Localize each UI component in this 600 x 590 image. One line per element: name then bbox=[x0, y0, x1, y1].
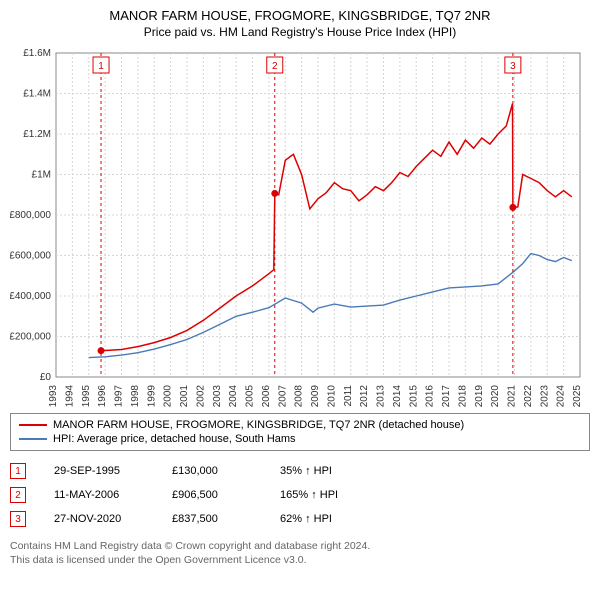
svg-text:£600,000: £600,000 bbox=[10, 251, 51, 262]
svg-text:2: 2 bbox=[272, 61, 278, 72]
svg-text:2019: 2019 bbox=[474, 385, 485, 407]
svg-text:2003: 2003 bbox=[212, 385, 223, 407]
svg-text:2006: 2006 bbox=[261, 385, 272, 407]
event-hpi-1: 35% ↑ HPI bbox=[280, 465, 370, 477]
svg-text:2012: 2012 bbox=[359, 385, 370, 407]
legend-swatch-2 bbox=[19, 438, 47, 440]
legend: MANOR FARM HOUSE, FROGMORE, KINGSBRIDGE,… bbox=[10, 413, 590, 451]
svg-text:2022: 2022 bbox=[523, 385, 534, 407]
svg-text:1: 1 bbox=[98, 61, 104, 72]
event-table: 1 29-SEP-1995 £130,000 35% ↑ HPI 2 11-MA… bbox=[10, 459, 590, 531]
svg-text:2023: 2023 bbox=[539, 385, 550, 407]
chart-subtitle: Price paid vs. HM Land Registry's House … bbox=[10, 25, 590, 39]
svg-text:2007: 2007 bbox=[277, 385, 288, 407]
svg-text:£0: £0 bbox=[40, 372, 52, 383]
event-hpi-2: 165% ↑ HPI bbox=[280, 489, 370, 501]
svg-text:1995: 1995 bbox=[81, 385, 92, 407]
svg-text:2018: 2018 bbox=[457, 385, 468, 407]
svg-text:2008: 2008 bbox=[294, 385, 305, 407]
svg-text:2014: 2014 bbox=[392, 385, 403, 407]
svg-text:2009: 2009 bbox=[310, 385, 321, 407]
svg-text:1997: 1997 bbox=[114, 385, 125, 407]
legend-label-2: HPI: Average price, detached house, Sout… bbox=[53, 433, 296, 445]
event-date-1: 29-SEP-1995 bbox=[54, 465, 144, 477]
legend-row-2: HPI: Average price, detached house, Sout… bbox=[19, 432, 581, 446]
event-date-3: 27-NOV-2020 bbox=[54, 513, 144, 525]
svg-text:£1.4M: £1.4M bbox=[23, 89, 51, 100]
svg-text:£800,000: £800,000 bbox=[10, 210, 51, 221]
chart-title: MANOR FARM HOUSE, FROGMORE, KINGSBRIDGE,… bbox=[10, 8, 590, 23]
legend-swatch-1 bbox=[19, 424, 47, 426]
event-row-3: 3 27-NOV-2020 £837,500 62% ↑ HPI bbox=[10, 507, 590, 531]
svg-text:1993: 1993 bbox=[48, 385, 59, 407]
svg-text:1996: 1996 bbox=[97, 385, 108, 407]
event-row-1: 1 29-SEP-1995 £130,000 35% ↑ HPI bbox=[10, 459, 590, 483]
legend-label-1: MANOR FARM HOUSE, FROGMORE, KINGSBRIDGE,… bbox=[53, 419, 464, 431]
svg-text:2016: 2016 bbox=[425, 385, 436, 407]
event-date-2: 11-MAY-2006 bbox=[54, 489, 144, 501]
attribution-line-1: Contains HM Land Registry data © Crown c… bbox=[10, 539, 590, 553]
svg-text:1994: 1994 bbox=[64, 385, 75, 407]
svg-text:£400,000: £400,000 bbox=[10, 291, 51, 302]
svg-text:1999: 1999 bbox=[146, 385, 157, 407]
svg-text:2017: 2017 bbox=[441, 385, 452, 407]
svg-text:2013: 2013 bbox=[376, 385, 387, 407]
svg-text:2001: 2001 bbox=[179, 385, 190, 407]
event-price-2: £906,500 bbox=[172, 489, 252, 501]
svg-text:2024: 2024 bbox=[556, 385, 567, 407]
attribution: Contains HM Land Registry data © Crown c… bbox=[10, 539, 590, 567]
svg-text:£1.2M: £1.2M bbox=[23, 129, 51, 140]
svg-text:2021: 2021 bbox=[507, 385, 518, 407]
svg-text:2010: 2010 bbox=[326, 385, 337, 407]
svg-text:2004: 2004 bbox=[228, 385, 239, 407]
svg-text:£200,000: £200,000 bbox=[10, 332, 51, 343]
event-row-2: 2 11-MAY-2006 £906,500 165% ↑ HPI bbox=[10, 483, 590, 507]
svg-text:2005: 2005 bbox=[245, 385, 256, 407]
event-marker-2: 2 bbox=[10, 487, 26, 503]
svg-text:£1.6M: £1.6M bbox=[23, 48, 51, 59]
svg-text:1998: 1998 bbox=[130, 385, 141, 407]
svg-text:2025: 2025 bbox=[572, 385, 583, 407]
svg-text:3: 3 bbox=[510, 61, 516, 72]
chart-container: MANOR FARM HOUSE, FROGMORE, KINGSBRIDGE,… bbox=[0, 0, 600, 577]
event-hpi-3: 62% ↑ HPI bbox=[280, 513, 370, 525]
svg-text:£1M: £1M bbox=[32, 170, 51, 181]
event-price-1: £130,000 bbox=[172, 465, 252, 477]
event-price-3: £837,500 bbox=[172, 513, 252, 525]
svg-text:2015: 2015 bbox=[408, 385, 419, 407]
attribution-line-2: This data is licensed under the Open Gov… bbox=[10, 553, 590, 567]
legend-row-1: MANOR FARM HOUSE, FROGMORE, KINGSBRIDGE,… bbox=[19, 418, 581, 432]
event-marker-1: 1 bbox=[10, 463, 26, 479]
event-marker-3: 3 bbox=[10, 511, 26, 527]
svg-text:2020: 2020 bbox=[490, 385, 501, 407]
svg-text:2002: 2002 bbox=[195, 385, 206, 407]
svg-text:2000: 2000 bbox=[163, 385, 174, 407]
svg-text:2011: 2011 bbox=[343, 385, 354, 407]
chart-plot: £0 £200,000 £400,000 £600,000 £800,000 £1M £1.… bbox=[10, 47, 590, 407]
